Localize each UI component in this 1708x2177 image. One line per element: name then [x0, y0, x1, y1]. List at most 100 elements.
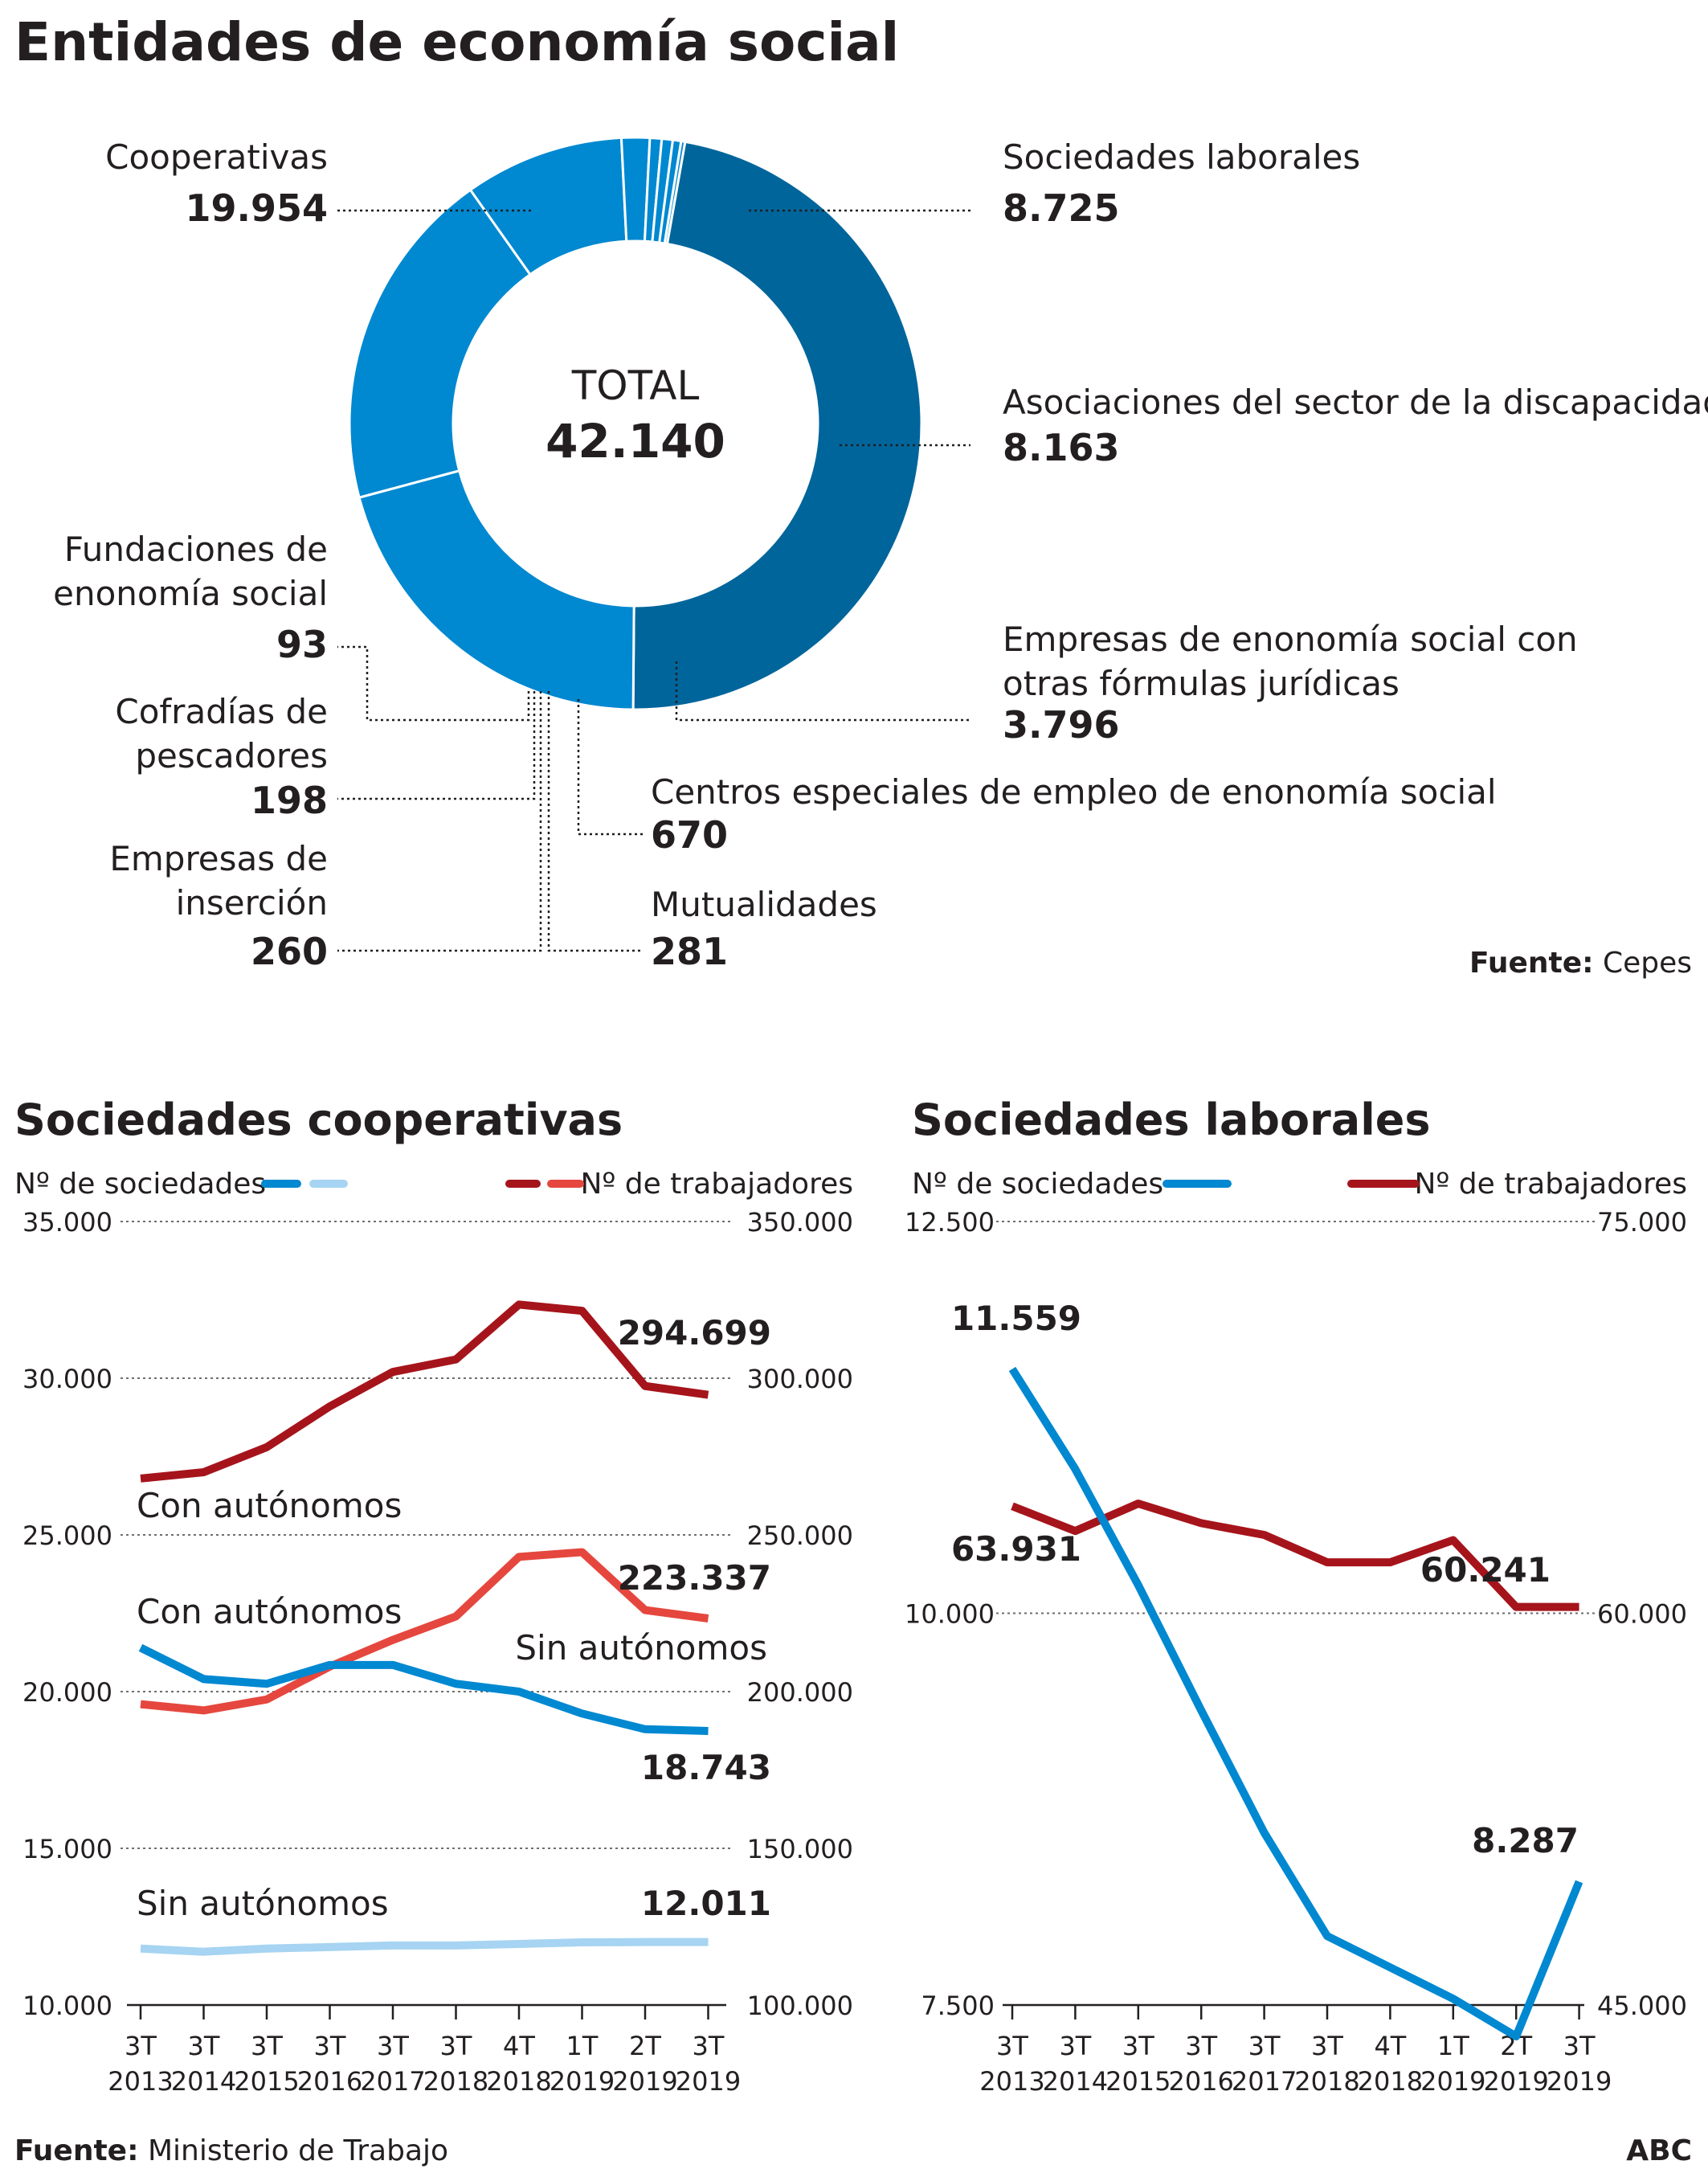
x-tick-label-top: 3T — [1059, 2031, 1091, 2061]
series-label-con-autonomos-soc: Con autónomos — [137, 1592, 402, 1631]
y-right-tick-label: 350.000 — [747, 1207, 853, 1238]
pie-label-value: 281 — [651, 930, 728, 973]
donut-labels: Cooperativas 19.954 Sociedades laborales 8.… — [53, 137, 1708, 973]
y-left-tick-label: 35.000 — [22, 1207, 112, 1238]
x-tick-label-top: 3T — [188, 2031, 220, 2061]
x-tick-label-top: 3T — [125, 2031, 157, 2061]
x-tick-label-bottom: 2016 — [297, 2066, 362, 2097]
leader-line-5 — [577, 699, 643, 836]
donut-center-label: TOTAL — [571, 362, 700, 409]
x-tick-label-top: 1T — [566, 2031, 599, 2061]
x-tick-label-bottom: 2018 — [486, 2066, 551, 2097]
y-right-tick-label: 250.000 — [747, 1520, 853, 1551]
pie-label-name: Asociaciones del sector de la discapacid… — [1003, 383, 1708, 422]
x-tick-label-top: 3T — [377, 2031, 409, 2061]
source-bottom: Fuente: Ministerio de Trabajo — [14, 2134, 448, 2167]
series-line-4 — [140, 1938, 709, 1956]
y-right-tick-label: 60.000 — [1597, 1599, 1687, 1630]
series-line-2 — [140, 1548, 709, 1715]
x-tick-label-bottom: 2016 — [1168, 2066, 1233, 2097]
x-tick-label-bottom: 2019 — [676, 2066, 741, 2097]
source-top-bold: Fuente: — [1469, 947, 1594, 980]
y-left-tick-label: 30.000 — [22, 1364, 112, 1394]
y-left-tick-label: 10.000 — [22, 1991, 112, 2021]
pie-label-value: 8.725 — [1003, 186, 1120, 230]
y-left-tick-label: 15.000 — [22, 1834, 112, 1864]
end-label-sin-soc: 12.011 — [641, 1884, 771, 1923]
pie-label-name: inserción — [176, 883, 328, 923]
series-line-1 — [140, 1300, 709, 1483]
y-right-tick-label: 75.000 — [1597, 1207, 1687, 1238]
y-right-tick-label: 300.000 — [747, 1364, 853, 1394]
x-tick-label-bottom: 2015 — [234, 2066, 299, 2097]
y-left-tick-label: 10.000 — [905, 1599, 995, 1630]
y-left-tick-label: 7.500 — [921, 1991, 995, 2021]
pie-label-name: Sociedades laborales — [1003, 137, 1360, 177]
pie-label-value: 19.954 — [185, 186, 328, 230]
source-bottom-bold: Fuente: — [14, 2134, 139, 2167]
pie-label-name: Mutualidades — [651, 885, 877, 924]
x-tick-label-bottom: 2019 — [612, 2066, 677, 2097]
pie-label-value: 93 — [276, 623, 328, 666]
x-tick-label-bottom: 2017 — [360, 2066, 425, 2097]
pie-label-value: 198 — [251, 779, 328, 822]
pie-label-name: Empresas de enonomía social con — [1003, 620, 1578, 659]
brand-logo: ABC — [1626, 2134, 1692, 2167]
source-bottom-text: Ministerio de Trabajo — [139, 2134, 449, 2167]
end-label-trabajadores: 60.241 — [1420, 1550, 1551, 1590]
y-right-tick-label: 45.000 — [1597, 1991, 1687, 2021]
donut-chart — [348, 136, 923, 711]
leader-line-7 — [337, 691, 542, 952]
x-tick-label-bottom: 2018 — [1294, 2066, 1359, 2097]
x-tick-label-bottom: 2017 — [1232, 2066, 1297, 2097]
end-label-con-soc: 18.743 — [641, 1748, 771, 1787]
lab-chart-title: Sociedades laborales — [912, 1095, 1431, 1145]
x-tick-label-top: 3T — [1185, 2031, 1217, 2061]
x-tick-label-top: 3T — [440, 2031, 472, 2061]
x-tick-label-top: 3T — [996, 2031, 1028, 2061]
x-tick-label-top: 3T — [1122, 2031, 1154, 2061]
end-label-sin-trab: 223.337 — [618, 1558, 771, 1598]
series-label-sin-autonomos-trab: Sin autónomos — [515, 1628, 767, 1668]
x-tick-label-top: 3T — [693, 2031, 725, 2061]
legend-left-label: Nº de sociedades — [912, 1168, 1163, 1201]
series-label-con-autonomos-trab: Con autónomos — [137, 1486, 402, 1525]
x-tick-label-top: 3T — [314, 2031, 346, 2061]
y-left-tick-label: 25.000 — [22, 1520, 112, 1551]
x-tick-label-bottom: 2018 — [423, 2066, 488, 2097]
donut-leader-lines — [337, 209, 972, 952]
donut-center-value: 42.140 — [545, 414, 725, 469]
leader-line-4 — [675, 661, 970, 722]
leader-line-6 — [547, 691, 643, 952]
y-left-tick-label: 12.500 — [905, 1207, 995, 1238]
y-right-tick-label: 100.000 — [747, 1991, 853, 2021]
end-label-sociedades: 8.287 — [1472, 1821, 1579, 1860]
pie-label-name: Cooperativas — [105, 137, 328, 177]
x-tick-label-bottom: 2019 — [550, 2066, 615, 2097]
x-tick-label-bottom: 2019 — [1483, 2066, 1548, 2097]
pie-label-name: Cofradías de — [115, 692, 328, 731]
end-label-con-trab: 294.699 — [618, 1313, 771, 1352]
series-line-1 — [1011, 1500, 1579, 1611]
series-label-sin-autonomos-soc: Sin autónomos — [137, 1884, 389, 1923]
donut-slice-1 — [631, 140, 923, 711]
x-tick-label-top: 1T — [1437, 2031, 1469, 2061]
donut-slice-9 — [663, 139, 687, 246]
x-tick-label-bottom: 2013 — [979, 2066, 1044, 2097]
legend-right-label: Nº de trabajadores — [580, 1168, 853, 1201]
x-tick-label-top: 2T — [629, 2031, 661, 2061]
lab-line-chart: 7.500 45.000 10.000 60.000 12.500 75.000 3T 201… — [905, 1168, 1687, 2097]
source-top: Fuente: Cepes — [1469, 947, 1692, 980]
pie-label-value: 260 — [251, 930, 328, 973]
pie-label-name: pescadores — [135, 736, 328, 775]
x-tick-label-top: 3T — [1248, 2031, 1281, 2061]
x-tick-label-top: 3T — [1311, 2031, 1343, 2061]
pie-label-name: Fundaciones de — [64, 530, 328, 569]
x-tick-label-bottom: 2014 — [1043, 2066, 1108, 2097]
series-line-2 — [1008, 1366, 1583, 2040]
page-title: Entidades de economía social — [14, 11, 899, 73]
x-tick-label-top: 4T — [503, 2031, 535, 2061]
pie-label-name: Centros especiales de empleo de enonomía… — [651, 772, 1497, 812]
y-right-tick-label: 150.000 — [747, 1834, 853, 1864]
